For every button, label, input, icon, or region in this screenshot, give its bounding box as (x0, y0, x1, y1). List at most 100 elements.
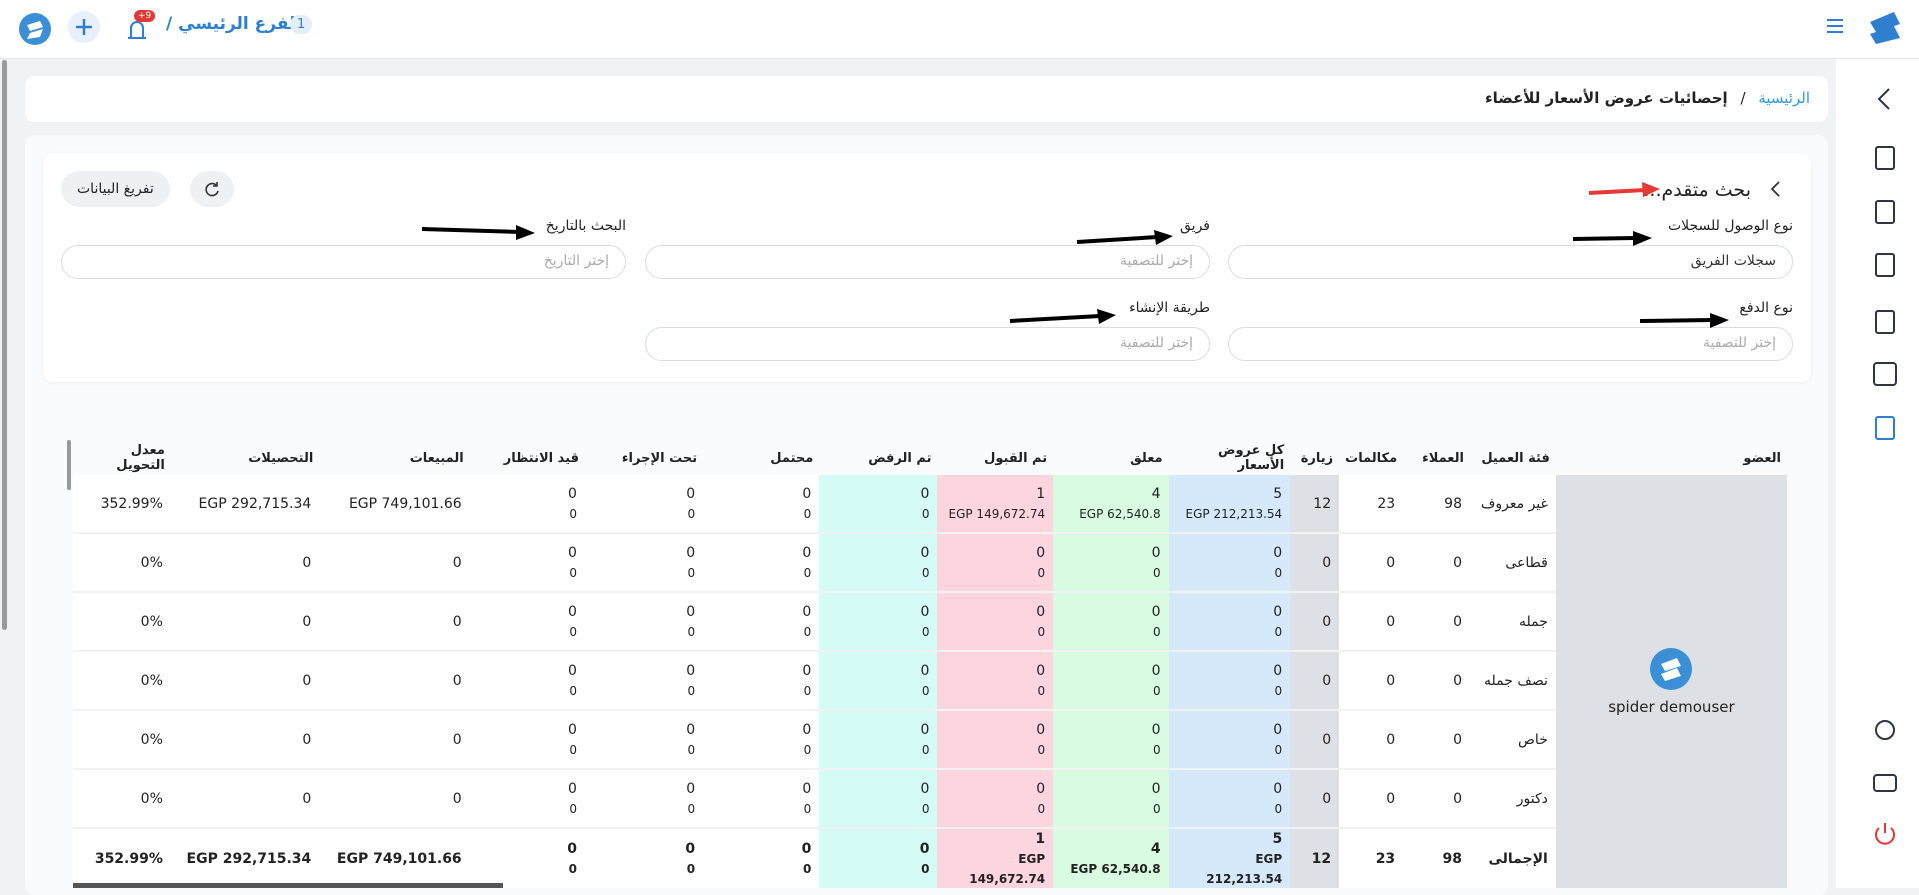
table-row: خاص 0 0 0 0 0 0 0 0 0 0 0 0 0 0 0 0 0 0 0 0% (73, 711, 1787, 770)
cell-amount: 0 (687, 624, 696, 639)
cell-amount: 0 (569, 565, 577, 580)
cell-amount: 0 (1152, 683, 1161, 698)
table-cell: دكتور (1470, 770, 1556, 829)
table-cell: 0 (1403, 593, 1470, 652)
cell-value: 0 (302, 613, 312, 630)
table-cell: نصف جمله (1470, 652, 1556, 711)
table-cell: الإجمالى (1470, 829, 1556, 888)
cell-count: 0 (568, 780, 577, 797)
table-cell: غير معروف (1470, 475, 1556, 534)
member-avatar (1650, 647, 1693, 690)
field-input[interactable]: إختر للتصفية (645, 327, 1210, 361)
add-button[interactable] (67, 10, 101, 44)
cell-value: 0 (1322, 731, 1332, 748)
table-cell: 0 (170, 770, 320, 829)
cell-value: 0 (452, 672, 462, 689)
table-cell: 1 EGP 149,672.74 (937, 829, 1054, 888)
cell-amount: 0 (921, 801, 930, 816)
cell-count: 0 (920, 544, 930, 561)
cell-value: 0 (1386, 672, 1396, 689)
cell-count: 0 (801, 841, 812, 857)
clear-button[interactable]: تفريغ البيانات (61, 171, 170, 207)
cell-value: 23 (1377, 495, 1396, 512)
notifications[interactable] (120, 12, 154, 46)
member-cell: spider demouser (1555, 475, 1787, 888)
cell-amount: 0 (802, 862, 812, 876)
table-row: دكتور 0 0 0 0 0 0 0 0 0 0 0 0 0 0 0 0 0 0 0 0% (73, 770, 1787, 829)
cell-amount: 0 (803, 742, 812, 757)
table-wrap: العضو فئة العميل العملاء مكالمات زيارة كل عرو… (73, 441, 1787, 888)
table-row: نصف جمله 0 0 0 0 0 0 0 0 0 0 0 0 0 0 0 0 0 0 0 0% (73, 652, 1787, 711)
table-row: spider demouser غير معروف 98 23 12 5 EGP 212,2… (73, 475, 1787, 888)
table-cell: 12 (1290, 829, 1340, 888)
cell-amount: 0 (569, 506, 577, 521)
field-input[interactable]: إختر للتصفية (1228, 327, 1793, 361)
column-header: العضو (1743, 450, 1781, 466)
filter-title[interactable]: بحث متقدم... (1643, 179, 1751, 201)
cell-count: 0 (568, 603, 577, 620)
cell-count: 5 (1272, 831, 1283, 847)
cell-count: 0 (802, 662, 812, 679)
branch[interactable]: الفرع الرئيسي / (166, 14, 302, 34)
refresh-button[interactable] (190, 171, 234, 207)
table-cell: 0 (1290, 652, 1340, 711)
field-value: إختر التاريخ (543, 253, 609, 269)
table-cell: 0 (1290, 593, 1340, 652)
cell-amount: 0 (1152, 624, 1161, 639)
table-row: قطاعى 0 0 0 0 0 0 0 0 0 0 0 0 0 0 0 0 0 0 0 0% (73, 534, 1787, 593)
field-input[interactable]: إختر للتصفية (645, 245, 1210, 279)
cell-count: 0 (1273, 721, 1283, 738)
breadcrumb-home[interactable]: الرئيسية (1758, 89, 1810, 107)
cell-count: 0 (1273, 544, 1283, 561)
cell-amount: 0 (803, 683, 812, 698)
cell-amount: 0 (921, 624, 930, 639)
cell-amount: EGP 212,213.54 (1185, 506, 1283, 521)
menu[interactable] (1825, 16, 1845, 36)
cell-value: 0 (302, 731, 312, 748)
cell-count: 0 (1036, 721, 1046, 738)
cell-value: 0 (1322, 790, 1332, 807)
field-input[interactable]: سجلات الفريق (1228, 245, 1793, 279)
cell-count: 0 (802, 603, 812, 620)
cell-amount: 0 (687, 742, 696, 757)
cell-count: 0 (920, 662, 930, 679)
cell-value: 0 (452, 731, 462, 748)
cell-value: 0% (140, 613, 163, 630)
cell-value: EGP 292,715.34 (198, 495, 312, 512)
cell-count: 0 (568, 662, 577, 679)
cell-amount: 0 (569, 742, 577, 757)
cell-count: 4 (1150, 841, 1161, 857)
cell-count: 0 (568, 721, 577, 738)
table-cell: 0 (319, 770, 470, 829)
cell-amount: 0 (1037, 742, 1046, 757)
cell-value: 0% (140, 554, 163, 571)
table-cell: 0 (1339, 534, 1404, 593)
cell-value: 0 (1386, 731, 1396, 748)
cell-amount: 0 (921, 565, 930, 580)
table-cell: 0 (1403, 534, 1470, 593)
field-value: سجلات الفريق (1690, 253, 1776, 269)
field-input[interactable]: إختر التاريخ (61, 245, 626, 279)
cell-amount: EGP 149,672.74 (969, 852, 1046, 886)
field-label: فريق (1180, 218, 1210, 234)
cell-value: غير معروف (1480, 495, 1548, 512)
table-cell: 0 (1339, 652, 1404, 711)
table-cell: 0 (1290, 711, 1340, 770)
cell-count: 0 (1036, 544, 1046, 561)
column-header: قيد الانتظار (503, 450, 579, 466)
cell-count: 0 (685, 841, 696, 857)
cell-amount: 0 (569, 801, 577, 816)
